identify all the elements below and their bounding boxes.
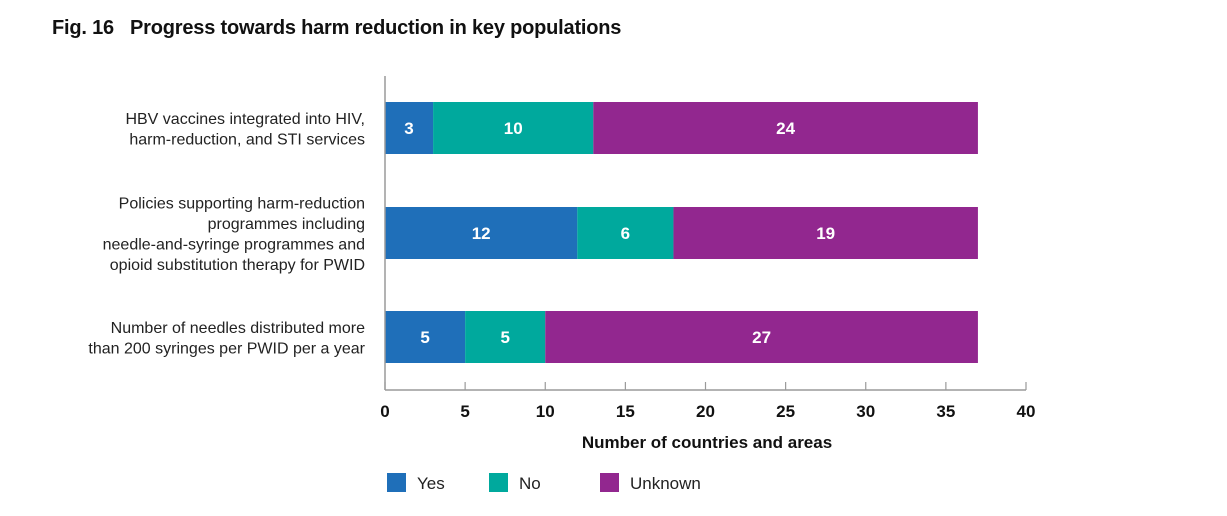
bar-segment-no <box>433 102 594 154</box>
bar-data-label: 19 <box>816 224 835 243</box>
category-labels: HBV vaccines integrated into HIV, harm-re… <box>88 111 365 358</box>
legend: Yes No Unknown <box>387 473 701 493</box>
bar-segment-yes <box>385 102 434 154</box>
bar-data-label: 10 <box>504 119 523 138</box>
bar-data-label: 3 <box>404 119 413 138</box>
category-label: needle-and-syringe programmes and <box>103 236 365 253</box>
bar-segment-unknown <box>673 207 978 259</box>
x-tick-label: 25 <box>776 402 795 421</box>
legend-swatch-yes <box>387 473 406 492</box>
x-tick-label: 5 <box>460 402 469 421</box>
category-label: than 200 syringes per PWID per a year <box>88 340 365 357</box>
x-tick-label: 30 <box>856 402 875 421</box>
category-label: programmes including <box>208 216 365 233</box>
bar-segment-no <box>465 311 546 363</box>
bars-group: 3 10 24 12 6 19 5 5 27 <box>385 102 978 363</box>
category-label: Number of needles distributed more <box>111 320 365 337</box>
x-axis-title: Number of countries and areas <box>582 433 832 452</box>
x-tick-label: 40 <box>1017 402 1036 421</box>
category-label: Policies supporting harm-reduction <box>119 195 365 212</box>
legend-swatch-unknown <box>600 473 619 492</box>
legend-swatch-no <box>489 473 508 492</box>
bar-data-label: 5 <box>500 328 509 347</box>
legend-label-unknown: Unknown <box>630 474 701 493</box>
x-axis-ticks: 0 5 10 15 20 25 30 35 40 <box>380 382 1035 421</box>
category-label: opioid substitution therapy for PWID <box>110 257 365 274</box>
bar-segment-no <box>577 207 674 259</box>
legend-label-yes: Yes <box>417 474 445 493</box>
category-label: HBV vaccines integrated into HIV, <box>125 111 365 128</box>
x-tick-label: 0 <box>380 402 389 421</box>
bar-segment-unknown <box>545 311 978 363</box>
bar-data-label: 27 <box>752 328 771 347</box>
bar-data-label: 24 <box>776 119 795 138</box>
bar-segment-unknown <box>593 102 978 154</box>
x-tick-label: 20 <box>696 402 715 421</box>
bar-data-label: 5 <box>420 328 429 347</box>
legend-label-no: No <box>519 474 541 493</box>
bar-segment-yes <box>385 207 578 259</box>
chart-title: Fig. 16 Progress towards harm reduction … <box>52 17 622 39</box>
bar-data-label: 12 <box>472 224 491 243</box>
category-label: harm-reduction, and STI services <box>129 131 365 148</box>
x-tick-label: 10 <box>536 402 555 421</box>
x-tick-label: 15 <box>616 402 635 421</box>
bar-data-label: 6 <box>621 224 630 243</box>
bar-segment-yes <box>385 311 466 363</box>
x-tick-label: 35 <box>936 402 955 421</box>
